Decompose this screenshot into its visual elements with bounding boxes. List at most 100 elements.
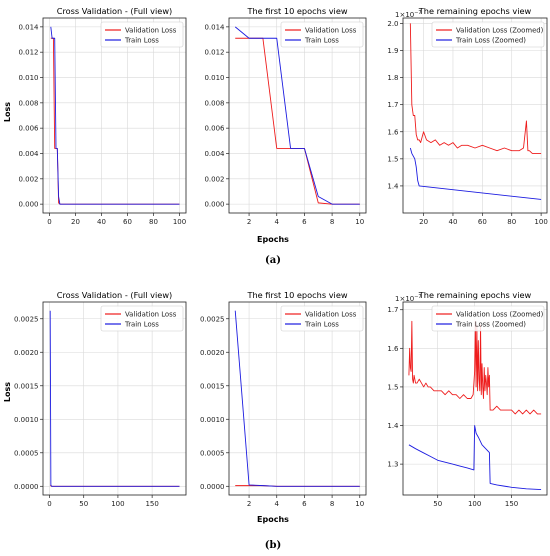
x-tick-label: 100 <box>534 218 547 226</box>
x-tick-label: 10 <box>355 500 364 508</box>
legend-label: Validation Loss <box>125 311 177 319</box>
series-line-validation <box>409 23 542 154</box>
x-tick-label: 2 <box>247 500 251 508</box>
x-tick-label: 2 <box>247 218 251 226</box>
legend: Validation Loss Train Loss <box>100 305 184 332</box>
xlabel-row-b: Epochs <box>257 515 289 524</box>
plot-frame <box>228 17 367 214</box>
chart-a-first10: 2 4 6 8 10 0.000 0.002 0.004 0.006 0.008 0.010 0.01… <box>204 6 367 226</box>
x-tick-label: 50 <box>79 500 88 508</box>
chart-b-first10: 2 4 6 8 10 0.0000 0.0005 0.0010 0.0015 0.0020 0.00… <box>200 290 367 508</box>
x-tick-label: 100 <box>468 500 481 508</box>
y-tick-label: 0.012 <box>204 49 224 57</box>
legend: Validation Loss Train Loss <box>280 21 364 48</box>
x-tick-label: 100 <box>173 218 186 226</box>
legend-label: Train Loss <box>304 321 339 329</box>
x-tick-label: 80 <box>507 218 516 226</box>
legend-label: Train Loss <box>124 37 159 45</box>
x-tick-label: 4 <box>275 500 280 508</box>
legend-box <box>280 305 364 332</box>
series-line-train <box>408 425 542 491</box>
x-tick-label: 8 <box>330 500 334 508</box>
y-tick-label: 0.0020 <box>200 349 225 357</box>
y-tick-label: 1.3 <box>387 461 398 469</box>
y-tick-label: 0.0010 <box>14 416 39 424</box>
x-tick-label: 150 <box>505 500 518 508</box>
legend-label: Train Loss (Zoomed) <box>455 321 526 329</box>
x-tick-label: 80 <box>149 218 158 226</box>
y-tick-label: 1.5 <box>387 383 398 391</box>
y-tick-label: 0.006 <box>204 125 225 133</box>
axis-offset-label: 1×10−7 <box>395 10 422 19</box>
series-line-train <box>49 310 180 487</box>
y-tick-label: 1.7 <box>387 101 398 109</box>
legend-label: Train Loss <box>304 37 339 45</box>
chart-title: The remaining epochs view <box>418 290 532 300</box>
x-tick-label: 20 <box>71 218 80 226</box>
y-tick-label: 0.002 <box>18 175 38 183</box>
chart-title: The first 10 epochs view <box>246 6 347 16</box>
y-tick-label: 1.5 <box>387 155 398 163</box>
x-tick-label: 60 <box>478 218 487 226</box>
caption-b: (b) <box>265 540 281 551</box>
plot-frame <box>228 301 367 496</box>
legend-label: Validation Loss <box>125 27 177 35</box>
y-tick-label: 0.0010 <box>200 416 225 424</box>
series-line-train <box>234 310 360 487</box>
chart-a-remaining: 20 40 60 80 100 1.4 1.5 1.6 1.7 1.8 1.9 2.01×10−7Th… <box>387 6 547 226</box>
legend-box <box>280 21 364 48</box>
chart-b-full: 0 50 100 150 0.0000 0.0005 0.0010 0.0015 0.0020 0… <box>14 290 187 508</box>
y-tick-label: 1.8 <box>387 74 398 82</box>
y-tick-label: 0.014 <box>18 23 39 31</box>
y-tick-label: 0.014 <box>204 23 225 31</box>
legend-box <box>431 305 545 332</box>
chart-title: The remaining epochs view <box>418 6 532 16</box>
legend-label: Validation Loss <box>305 27 357 35</box>
y-tick-label: 0.0015 <box>14 382 39 390</box>
x-tick-label: 40 <box>448 218 457 226</box>
x-tick-label: 0 <box>47 500 51 508</box>
legend: Validation Loss (Zoomed) Train Loss (Zoom… <box>431 305 545 332</box>
y-tick-label: 0.0025 <box>14 315 39 323</box>
y-tick-label: 0.010 <box>18 74 38 82</box>
y-tick-label: 0.0020 <box>14 349 39 357</box>
y-tick-label: 1.9 <box>387 47 398 55</box>
series-line-train <box>409 147 542 200</box>
x-tick-label: 100 <box>111 500 124 508</box>
y-tick-label: 0.004 <box>18 150 39 158</box>
y-tick-label: 0.012 <box>18 49 38 57</box>
series-line-validation <box>408 320 542 415</box>
x-tick-label: 0 <box>47 218 51 226</box>
y-tick-label: 1.7 <box>387 306 398 314</box>
chart-title: The first 10 epochs view <box>246 290 347 300</box>
y-tick-label: 0.010 <box>204 74 224 82</box>
caption-a: (a) <box>265 255 281 266</box>
y-tick-label: 0.002 <box>204 175 224 183</box>
y-tick-label: 0.0015 <box>200 382 225 390</box>
plot-frame <box>402 301 548 496</box>
ylabel-row-b: Loss <box>3 382 12 402</box>
y-tick-label: 0.0005 <box>200 449 225 457</box>
plot-frame <box>42 301 187 496</box>
legend-label: Validation Loss (Zoomed) <box>456 311 544 319</box>
legend-label: Train Loss <box>124 321 159 329</box>
y-tick-label: 0.008 <box>204 99 224 107</box>
x-tick-label: 6 <box>302 218 307 226</box>
x-tick-label: 20 <box>419 218 428 226</box>
y-tick-label: 0.0000 <box>14 483 39 491</box>
plot-frame <box>42 17 187 214</box>
x-tick-label: 8 <box>330 218 334 226</box>
y-tick-label: 1.6 <box>387 345 399 353</box>
legend-box <box>100 305 184 332</box>
y-tick-label: 0.004 <box>204 150 225 158</box>
ylabel-row-a: Loss <box>3 102 12 122</box>
x-tick-label: 60 <box>123 218 132 226</box>
x-tick-label: 4 <box>275 218 280 226</box>
axis-offset-label: 1×10−7 <box>395 294 422 303</box>
series-line-train <box>234 26 360 205</box>
chart-title: Cross Validation - (Full view) <box>57 6 172 16</box>
x-tick-label: 10 <box>355 218 364 226</box>
legend-box <box>100 21 184 48</box>
